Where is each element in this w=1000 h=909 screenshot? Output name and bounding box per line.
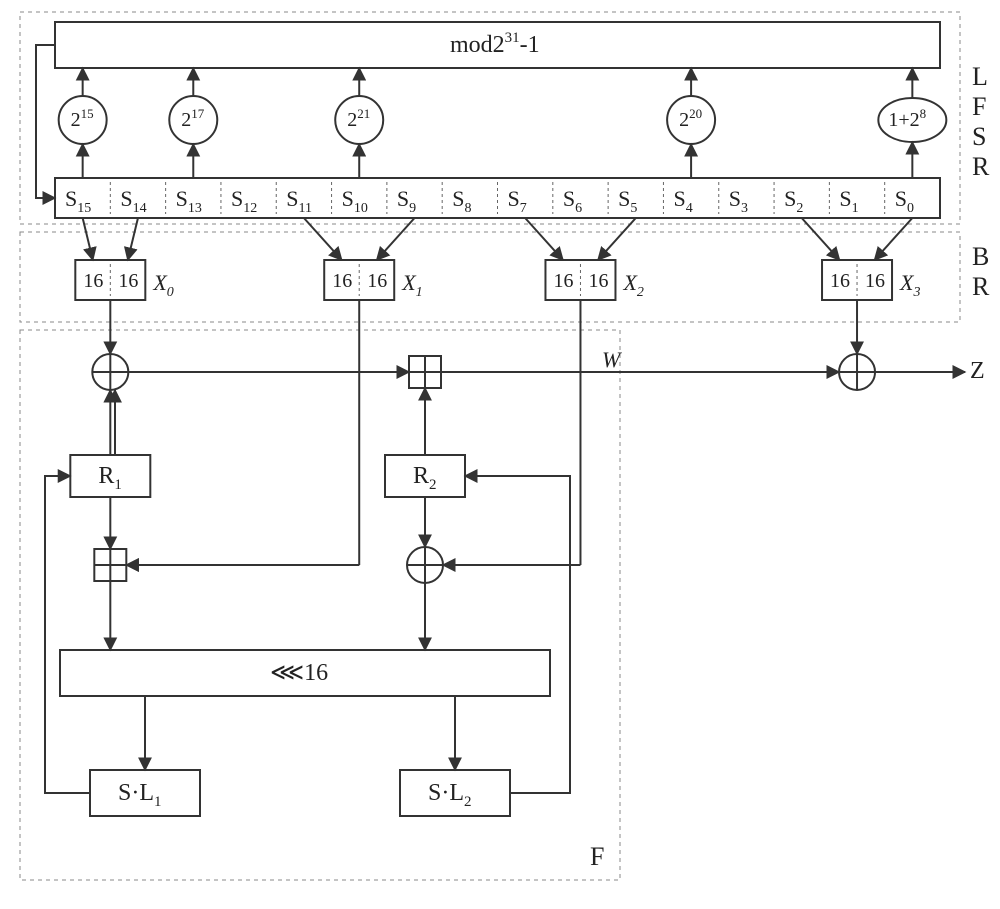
xor-symbol <box>92 354 128 390</box>
r2-sub: 2 <box>429 477 437 493</box>
mult-circles: 2152172212201+28 <box>59 96 947 144</box>
svg-text:mod231-1: mod231-1 <box>450 30 540 58</box>
svg-text:S: S <box>972 122 986 151</box>
shift-label: ⋘16 <box>270 660 328 686</box>
xor-symbol <box>839 354 875 390</box>
x-half: 16 <box>588 270 608 292</box>
x-half: 16 <box>830 270 850 292</box>
svg-text:R: R <box>972 272 990 301</box>
x-label: X3 <box>899 270 920 300</box>
x-half: 16 <box>332 270 352 292</box>
mod-text-tail: -1 <box>520 32 540 58</box>
mod-text-base: mod2 <box>450 32 505 58</box>
x-half: 16 <box>367 270 387 292</box>
sl2-sub: 2 <box>464 794 472 810</box>
w-label: W <box>602 347 622 372</box>
svg-text:L: L <box>972 62 988 91</box>
shift-box: ⋘16 <box>60 650 550 696</box>
xor-symbol <box>407 547 443 583</box>
x-half: 16 <box>118 270 138 292</box>
zuc-diagram: L F S R B R mod231-1 2152172212201+28 S 1… <box>0 0 1000 909</box>
x-label: X0 <box>152 270 173 300</box>
svg-text:F: F <box>972 92 986 121</box>
x-boxes: 16 16 X0 16 16 X1 16 16 X2 16 16 X3 <box>75 260 920 300</box>
boxplus-symbol <box>94 549 126 581</box>
sl1-box: S·L1 <box>90 770 200 816</box>
r1-sub: 1 <box>114 477 122 493</box>
x-half: 16 <box>83 270 103 292</box>
r2-label: R <box>413 463 429 489</box>
sl2-label: S·L <box>428 780 464 806</box>
sl1-label: S·L <box>118 780 154 806</box>
section-labels: L F S R B R <box>972 62 990 301</box>
svg-text:R: R <box>972 152 990 181</box>
sl2-box: S·L2 <box>400 770 510 816</box>
sl1-sub: 1 <box>154 794 162 810</box>
r2-box: R2 <box>385 455 465 497</box>
mod-box: mod231-1 <box>55 22 940 68</box>
z-label: Z <box>970 358 985 384</box>
boxplus-symbol <box>409 356 441 388</box>
mod-text-sup: 31 <box>505 30 520 46</box>
r1-label: R <box>98 463 114 489</box>
x-half: 16 <box>553 270 573 292</box>
x-half: 16 <box>865 270 885 292</box>
x-label: X1 <box>401 270 422 300</box>
r1-box: R1 <box>70 455 150 497</box>
svg-text:B: B <box>972 242 989 271</box>
feedback-wire <box>36 45 55 198</box>
x-label: X2 <box>622 270 643 300</box>
f-label: F <box>590 842 604 871</box>
